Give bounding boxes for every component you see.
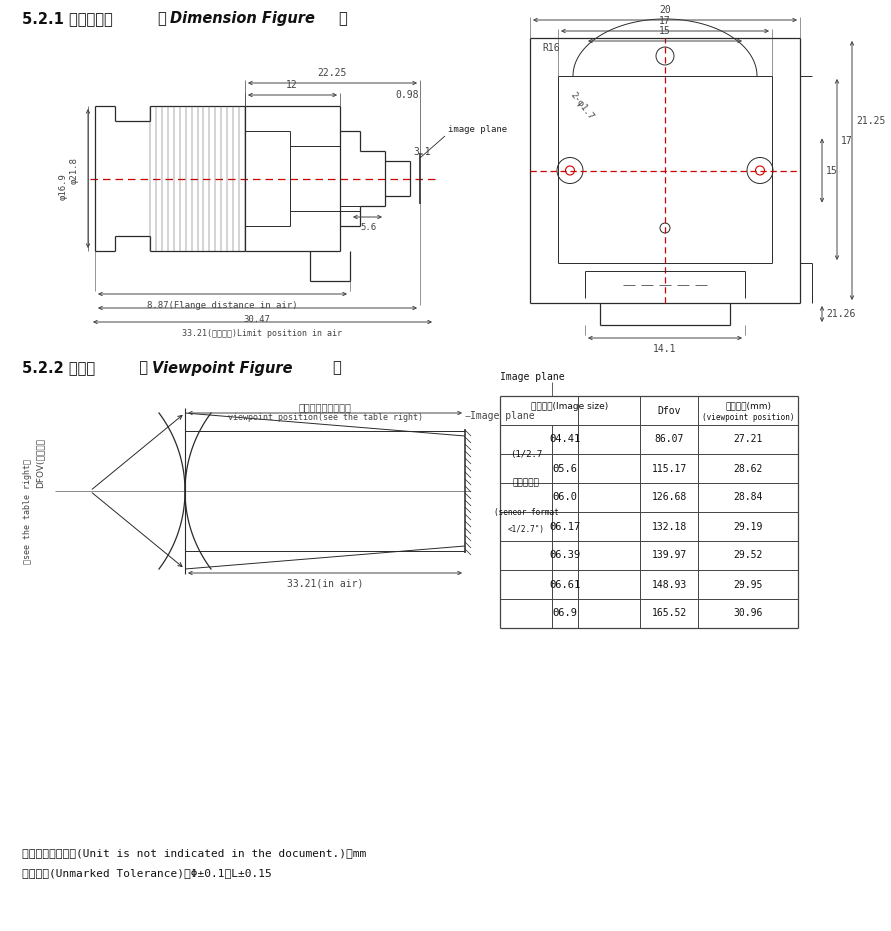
Text: 29.95: 29.95 bbox=[733, 579, 763, 589]
Text: ）: ） bbox=[332, 360, 340, 375]
Text: 视点位置（见表格）: 视点位置（见表格） bbox=[298, 402, 351, 412]
Text: （see the table right）: （see the table right） bbox=[23, 458, 32, 563]
Text: Θ6.0: Θ6.0 bbox=[552, 492, 577, 503]
Text: 2-φ1.7: 2-φ1.7 bbox=[568, 90, 595, 121]
Text: 28.62: 28.62 bbox=[733, 464, 763, 474]
Text: Θ5.6: Θ5.6 bbox=[552, 464, 577, 474]
Text: 12: 12 bbox=[286, 80, 298, 90]
Text: 21.25: 21.25 bbox=[856, 115, 886, 126]
Text: Image plane: Image plane bbox=[500, 372, 565, 382]
Text: 20: 20 bbox=[659, 5, 671, 15]
Text: image plane: image plane bbox=[448, 125, 507, 134]
Text: 3.1: 3.1 bbox=[413, 147, 430, 157]
Text: 33.21(in air): 33.21(in air) bbox=[287, 579, 364, 589]
Text: Θ6.17: Θ6.17 bbox=[550, 521, 581, 532]
Text: 126.68: 126.68 bbox=[651, 492, 687, 503]
Text: 像面大小(Image size): 像面大小(Image size) bbox=[531, 402, 609, 411]
Text: 未注公差(Unmarked Tolerance)：Φ±0.1，L±0.15: 未注公差(Unmarked Tolerance)：Φ±0.1，L±0.15 bbox=[22, 868, 272, 878]
Text: R16: R16 bbox=[542, 43, 560, 53]
Text: Θ6.39: Θ6.39 bbox=[550, 550, 581, 560]
Text: 本规格书未注单位(Unit is not indicated in the document.)：mm: 本规格书未注单位(Unit is not indicated in the do… bbox=[22, 848, 366, 858]
Text: 17: 17 bbox=[841, 136, 853, 145]
Text: Dfov: Dfov bbox=[658, 406, 681, 415]
Text: φ21.8: φ21.8 bbox=[69, 157, 78, 184]
Text: 148.93: 148.93 bbox=[651, 579, 687, 589]
Text: Θ6.61: Θ6.61 bbox=[550, 579, 581, 589]
Text: (seneor format: (seneor format bbox=[494, 507, 559, 517]
Text: 33.21(极限位置)Limit position in air: 33.21(极限位置)Limit position in air bbox=[182, 329, 342, 338]
Text: Dimension Figure: Dimension Figure bbox=[170, 11, 315, 26]
Text: ）: ） bbox=[338, 11, 347, 26]
Text: Θ6.9: Θ6.9 bbox=[552, 609, 577, 618]
Text: 17: 17 bbox=[659, 16, 671, 26]
Text: 28.84: 28.84 bbox=[733, 492, 763, 503]
Text: Viewpoint Figure: Viewpoint Figure bbox=[152, 360, 292, 375]
Text: viewpoint position(see the table right): viewpoint position(see the table right) bbox=[227, 412, 422, 422]
Text: 以下芯片）: 以下芯片） bbox=[512, 479, 539, 488]
Text: 21.26: 21.26 bbox=[826, 309, 855, 319]
Text: 视点位置(mm): 视点位置(mm) bbox=[725, 401, 771, 410]
Text: 8.87(Flange distance in air): 8.87(Flange distance in air) bbox=[147, 301, 298, 310]
Text: 132.18: 132.18 bbox=[651, 521, 687, 532]
Text: 29.19: 29.19 bbox=[733, 521, 763, 532]
Text: (1/2.7: (1/2.7 bbox=[510, 450, 542, 458]
Text: 5.6: 5.6 bbox=[360, 223, 376, 232]
Text: （: （ bbox=[130, 360, 148, 375]
Text: 30.96: 30.96 bbox=[733, 609, 763, 618]
Text: 29.52: 29.52 bbox=[733, 550, 763, 560]
Text: 5.2.2 视点图: 5.2.2 视点图 bbox=[22, 360, 95, 375]
Text: φ16.9: φ16.9 bbox=[59, 173, 68, 200]
Text: 86.07: 86.07 bbox=[654, 435, 683, 444]
Text: 0.98: 0.98 bbox=[395, 90, 419, 100]
Text: Image plane: Image plane bbox=[470, 411, 535, 421]
Text: 15: 15 bbox=[659, 26, 671, 36]
Text: 15: 15 bbox=[826, 166, 838, 176]
Text: 165.52: 165.52 bbox=[651, 609, 687, 618]
Text: 22.25: 22.25 bbox=[317, 68, 347, 78]
Text: 14.1: 14.1 bbox=[653, 344, 677, 354]
Text: 27.21: 27.21 bbox=[733, 435, 763, 444]
Text: 30.47: 30.47 bbox=[243, 315, 271, 324]
Text: 139.97: 139.97 bbox=[651, 550, 687, 560]
Text: 5.2.1 外形尺寸图: 5.2.1 外形尺寸图 bbox=[22, 11, 113, 26]
Text: <1/2.7"): <1/2.7") bbox=[508, 525, 544, 533]
Text: （: （ bbox=[158, 11, 171, 26]
Text: DFOV(见表格）: DFOV(见表格） bbox=[36, 438, 45, 488]
Text: Θ4.41: Θ4.41 bbox=[550, 435, 581, 444]
Text: 115.17: 115.17 bbox=[651, 464, 687, 474]
Text: (viewpoint position): (viewpoint position) bbox=[702, 413, 794, 422]
